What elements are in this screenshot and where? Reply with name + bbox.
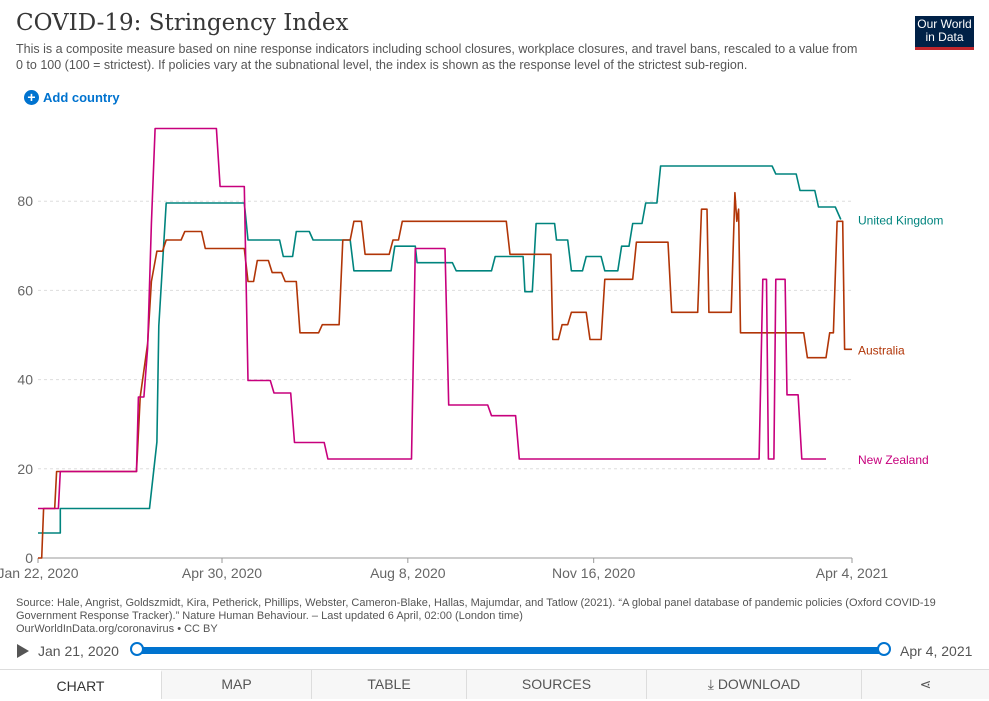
plus-circle-icon: + xyxy=(24,90,39,105)
tab-chart[interactable]: CHART xyxy=(0,670,162,699)
x-tick-label: Jan 22, 2020 xyxy=(0,565,79,581)
source-line-3: OurWorldInData.org/coronavirus • CC BY xyxy=(16,623,218,635)
series-lines xyxy=(38,127,852,559)
source-note: Source: Hale, Angrist, Goldszmidt, Kira,… xyxy=(16,597,946,636)
source-line-1: Source: Hale, Angrist, Goldszmidt, Kira,… xyxy=(16,597,936,609)
share-icon: ⋖ xyxy=(919,676,932,692)
timeline-start-handle[interactable] xyxy=(130,642,144,656)
tab-bar: CHART MAP TABLE SOURCES ⤓ DOWNLOAD ⋖ xyxy=(0,669,989,699)
share-button[interactable]: ⋖ xyxy=(862,670,989,699)
x-tick-label: Apr 30, 2020 xyxy=(182,565,262,581)
y-tick-label: 60 xyxy=(17,282,33,298)
timeline-end-label: Apr 4, 2021 xyxy=(900,643,973,659)
y-axis-ticks: 0 20 40 60 80 xyxy=(17,193,33,566)
x-tick-label: Apr 4, 2021 xyxy=(816,565,889,581)
chart-title: COVID-19: Stringency Index xyxy=(16,10,349,36)
series-label-new-zealand: New Zealand xyxy=(858,453,929,467)
x-axis: Jan 22, 2020 Apr 30, 2020 Aug 8, 2020 Nov 1… xyxy=(0,557,889,581)
series-line-new-zealand xyxy=(38,127,826,510)
series-label-united-kingdom: United Kingdom xyxy=(858,213,943,227)
logo-line-2: in Data xyxy=(925,30,964,44)
timeline-slider[interactable]: Jan 21, 2020 Apr 4, 2021 xyxy=(0,638,989,664)
y-tick-label: 40 xyxy=(17,372,33,388)
y-tick-label: 20 xyxy=(17,461,33,477)
y-tick-label: 80 xyxy=(17,193,33,209)
tab-download[interactable]: ⤓ DOWNLOAD xyxy=(647,670,862,699)
tab-map[interactable]: MAP xyxy=(162,670,312,699)
y-tick-label: 0 xyxy=(25,550,33,566)
logo-line-1: Our World xyxy=(917,17,972,31)
source-line-2: Government Response Tracker).” Nature Hu… xyxy=(16,610,523,622)
add-country-button[interactable]: + Add country xyxy=(24,90,120,105)
x-tick-label: Nov 16, 2020 xyxy=(552,565,635,581)
owid-logo[interactable]: Our World in Data xyxy=(915,16,974,50)
grid-lines xyxy=(38,200,852,470)
tab-table[interactable]: TABLE xyxy=(312,670,467,699)
tab-sources[interactable]: SOURCES xyxy=(467,670,647,699)
download-icon: ⤓ xyxy=(707,676,714,692)
line-chart: 0 20 40 60 80 Jan 22, 2020 Apr 30, 2020 Aug 8,… xyxy=(0,127,943,581)
series-line-united-kingdom xyxy=(38,165,842,534)
chart-subtitle: This is a composite measure based on nin… xyxy=(16,42,858,72)
timeline-start-label: Jan 21, 2020 xyxy=(38,643,119,659)
timeline-track[interactable] xyxy=(137,647,884,654)
timeline-end-handle[interactable] xyxy=(877,642,891,656)
play-icon[interactable] xyxy=(17,644,29,658)
tab-download-label: DOWNLOAD xyxy=(717,676,801,692)
series-label-australia: Australia xyxy=(858,343,905,357)
x-tick-label: Aug 8, 2020 xyxy=(370,565,446,581)
add-country-label: Add country xyxy=(43,90,120,105)
series-labels: United Kingdom Australia New Zealand xyxy=(858,213,943,467)
series-line-australia xyxy=(38,191,852,559)
